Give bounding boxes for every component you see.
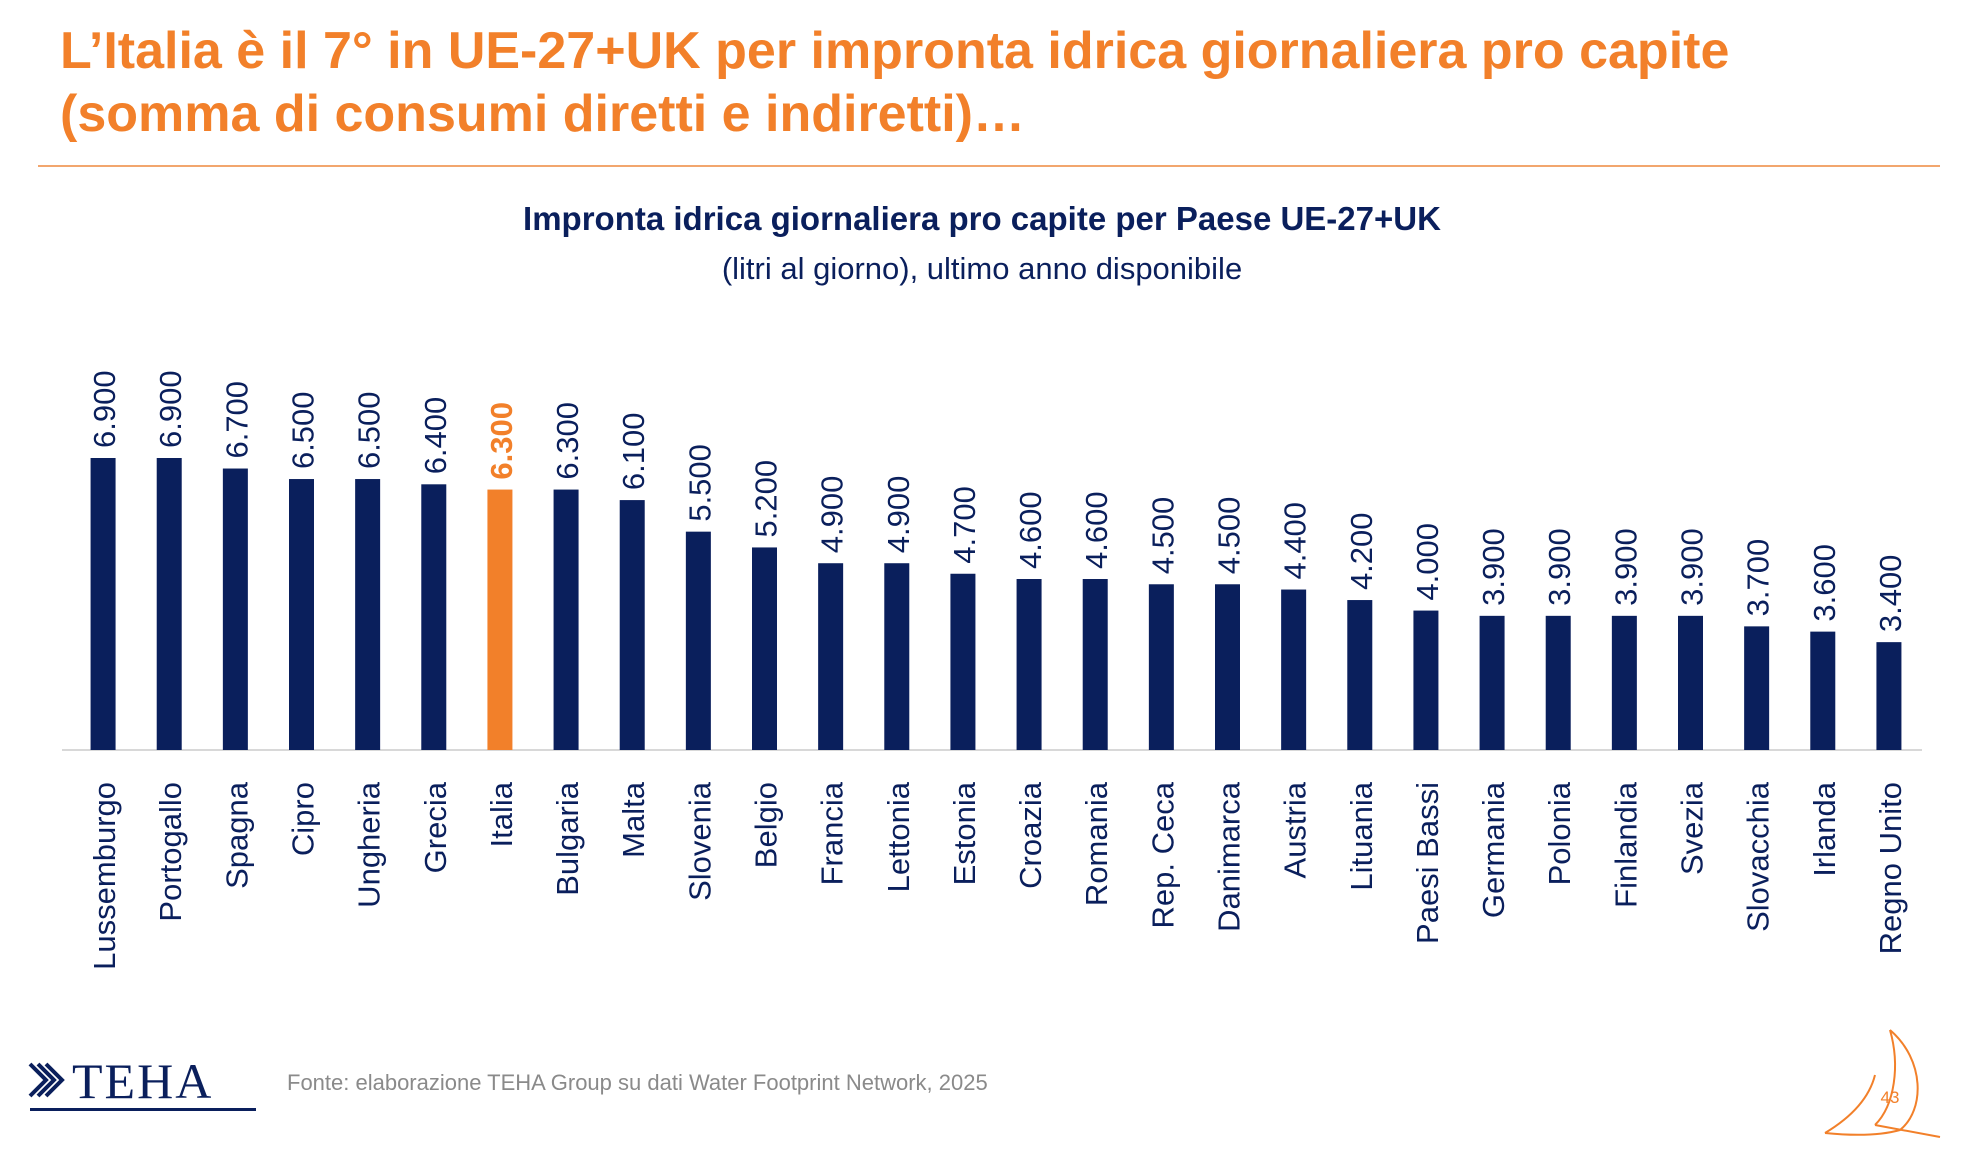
value-label: 3.400 bbox=[1873, 555, 1908, 633]
bar-romania bbox=[1082, 579, 1108, 750]
title-divider bbox=[38, 165, 1940, 167]
bar-bulgaria bbox=[553, 489, 579, 750]
category-label: Grecia bbox=[418, 781, 453, 873]
value-label: 4.500 bbox=[1212, 497, 1247, 575]
value-label: 4.500 bbox=[1145, 497, 1180, 575]
bar-lettonia bbox=[884, 563, 910, 750]
bar-polonia bbox=[1545, 615, 1571, 750]
slide-title: L’Italia è il 7° in UE-27+UK per impront… bbox=[60, 22, 1730, 143]
category-label: Ungheria bbox=[352, 781, 387, 908]
value-label: 4.600 bbox=[1013, 491, 1048, 569]
category-label: Rep. Ceca bbox=[1145, 781, 1180, 928]
value-label: 4.600 bbox=[1079, 491, 1114, 569]
bar-italia bbox=[487, 489, 513, 750]
value-label: 3.900 bbox=[1542, 528, 1577, 606]
bar-portogallo bbox=[156, 458, 182, 750]
page-number: 43 bbox=[1880, 1088, 1900, 1107]
category-label: Spagna bbox=[219, 781, 254, 889]
bar-grecia bbox=[421, 484, 447, 750]
bar-estonia bbox=[950, 573, 976, 750]
chart-title: Impronta idrica giornaliera pro capite p… bbox=[523, 200, 1441, 237]
teha-logo: TEHA bbox=[28, 1053, 256, 1111]
bar-cipro bbox=[289, 479, 314, 750]
value-label: 3.700 bbox=[1741, 539, 1776, 617]
value-label: 6.700 bbox=[219, 381, 254, 459]
bar-paesi-bassi bbox=[1413, 610, 1439, 750]
teha-logo-text: TEHA bbox=[72, 1053, 213, 1109]
teha-logo-underline bbox=[30, 1108, 256, 1111]
bar-regno-unito bbox=[1876, 642, 1902, 750]
category-label: Francia bbox=[815, 781, 850, 885]
bar-irlanda bbox=[1810, 631, 1836, 750]
category-label: Regno Unito bbox=[1873, 782, 1908, 954]
teha-logo-mark bbox=[28, 1062, 65, 1098]
value-label: 6.300 bbox=[484, 402, 519, 480]
value-label: 6.100 bbox=[616, 413, 651, 491]
bar-lituania bbox=[1347, 600, 1373, 750]
category-label: Germania bbox=[1476, 781, 1511, 918]
bar-slovacchia bbox=[1744, 626, 1770, 750]
value-label: 6.900 bbox=[153, 370, 188, 448]
category-label: Romania bbox=[1079, 781, 1114, 906]
category-label: Lettonia bbox=[881, 781, 916, 892]
value-label: 6.500 bbox=[286, 391, 321, 469]
bar-chart: 6.900 6.900 6.700 6.500 6.500 6.400 6.300 6.300… bbox=[62, 370, 1922, 970]
category-label: Austria bbox=[1278, 781, 1313, 878]
bar-danimarca bbox=[1215, 584, 1240, 750]
value-label: 3.900 bbox=[1476, 528, 1511, 606]
value-label: 3.600 bbox=[1807, 544, 1842, 622]
category-label: Polonia bbox=[1542, 781, 1577, 885]
value-label: 5.200 bbox=[749, 460, 784, 538]
value-label: 4.000 bbox=[1410, 523, 1445, 601]
bar-ungheria bbox=[355, 479, 381, 750]
value-label: 4.400 bbox=[1278, 502, 1313, 580]
category-label: Finlandia bbox=[1608, 781, 1643, 908]
bar-lussemburgo bbox=[90, 458, 116, 750]
value-label: 3.900 bbox=[1608, 528, 1643, 606]
source-note: Fonte: elaborazione TEHA Group su dati W… bbox=[287, 1070, 988, 1095]
category-label: Estonia bbox=[947, 781, 982, 885]
bar-slovenia bbox=[685, 531, 711, 750]
value-label: 6.300 bbox=[550, 402, 585, 480]
bar-finlandia bbox=[1611, 615, 1637, 750]
bar-germania bbox=[1479, 615, 1505, 750]
value-label: 4.700 bbox=[947, 486, 982, 564]
bar-spagna bbox=[222, 468, 248, 750]
value-label: 4.900 bbox=[815, 476, 850, 554]
category-label: Malta bbox=[616, 781, 651, 858]
category-label: Belgio bbox=[749, 782, 784, 868]
category-label: Lussemburgo bbox=[87, 782, 122, 970]
bar-francia bbox=[818, 563, 844, 750]
category-label: Svezia bbox=[1675, 781, 1710, 875]
value-label: 5.500 bbox=[682, 444, 717, 522]
category-label: Slovacchia bbox=[1741, 781, 1776, 932]
category-label: Lituania bbox=[1344, 781, 1379, 890]
value-label: 6.900 bbox=[87, 370, 122, 448]
bar-belgio bbox=[752, 547, 777, 750]
category-label: Italia bbox=[484, 781, 519, 847]
value-label: 4.900 bbox=[881, 476, 916, 554]
category-label: Bulgaria bbox=[550, 781, 585, 895]
category-label: Slovenia bbox=[682, 781, 717, 901]
value-label: 4.200 bbox=[1344, 512, 1379, 590]
category-label: Portogallo bbox=[153, 782, 188, 922]
bar-malta bbox=[619, 500, 645, 750]
category-label: Croazia bbox=[1013, 781, 1048, 889]
bar-austria bbox=[1281, 589, 1307, 750]
sail-icon bbox=[1824, 1029, 1941, 1138]
chart-subtitle: (litri al giorno), ultimo anno disponibi… bbox=[721, 251, 1243, 286]
bar-rep-ceca bbox=[1148, 584, 1174, 750]
value-label: 6.400 bbox=[418, 397, 453, 475]
value-label: 3.900 bbox=[1675, 528, 1710, 606]
category-label: Paesi Bassi bbox=[1410, 782, 1445, 944]
bar-croazia bbox=[1016, 579, 1042, 750]
value-label: 6.500 bbox=[352, 391, 387, 469]
category-label: Cipro bbox=[286, 782, 321, 856]
bar-svezia bbox=[1678, 615, 1703, 750]
category-label: Irlanda bbox=[1807, 781, 1842, 877]
category-label: Danimarca bbox=[1212, 781, 1247, 932]
